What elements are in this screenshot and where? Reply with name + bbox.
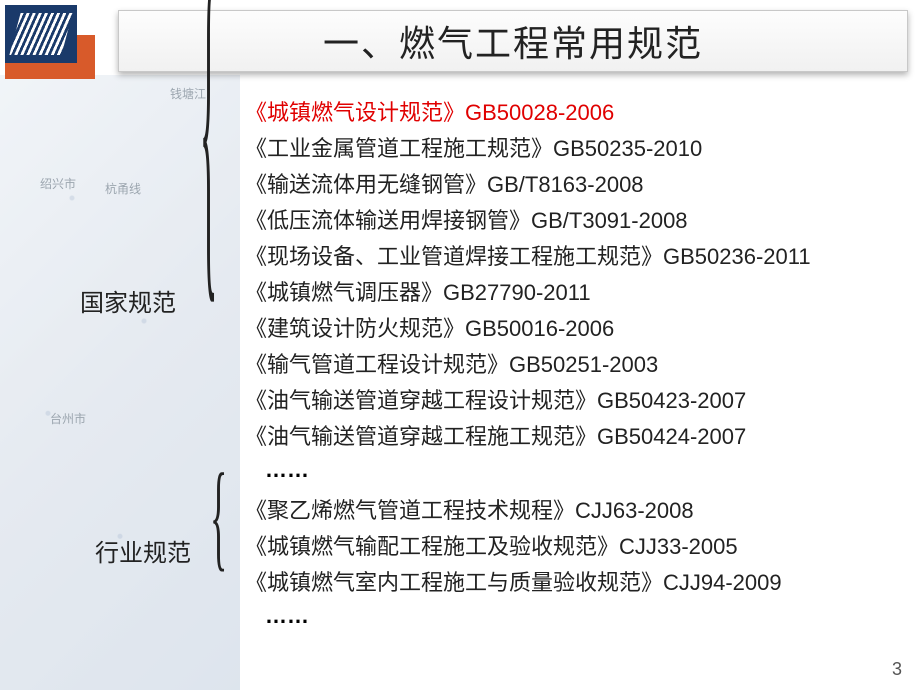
spec-item: 《城镇燃气调压器》GB27790-2011 (245, 275, 811, 311)
item-list-industry: 《聚乙烯燃气管道工程技术规程》CJJ63-2008 《城镇燃气输配工程施工及验收… (245, 493, 782, 631)
category-label-industry: 行业规范 (95, 533, 191, 568)
content-area: 国家规范 { 《城镇燃气设计规范》GB50028-2006 《工业金属管道工程施… (0, 95, 920, 631)
slide-title: 一、燃气工程常用规范 (323, 15, 703, 67)
spec-item: 《工业金属管道工程施工规范》GB50235-2010 (245, 131, 811, 167)
spec-item: 《油气输送管道穿越工程施工规范》GB50424-2007 (245, 419, 811, 455)
spec-item: 《输送流体用无缝钢管》GB/T8163-2008 (245, 167, 811, 203)
section-industry: 行业规范 { 《聚乙烯燃气管道工程技术规程》CJJ63-2008 《城镇燃气输配… (0, 493, 920, 631)
title-bar: 一、燃气工程常用规范 (118, 10, 908, 72)
ellipsis: …… (265, 601, 782, 631)
spec-item: 《输气管道工程设计规范》GB50251-2003 (245, 347, 811, 383)
spec-item: 《油气输送管道穿越工程设计规范》GB50423-2007 (245, 383, 811, 419)
spec-item: 《城镇燃气设计规范》GB50028-2006 (245, 95, 811, 131)
item-list-national: 《城镇燃气设计规范》GB50028-2006 《工业金属管道工程施工规范》GB5… (245, 95, 811, 485)
spec-item: 《城镇燃气输配工程施工及验收规范》CJJ33-2005 (245, 529, 782, 565)
spec-item: 《城镇燃气室内工程施工与质量验收规范》CJJ94-2009 (245, 565, 782, 601)
spec-item: 《现场设备、工业管道焊接工程施工规范》GB50236-2011 (245, 239, 811, 275)
ellipsis: …… (265, 455, 811, 485)
page-number: 3 (892, 659, 902, 680)
spec-item: 《建筑设计防火规范》GB50016-2006 (245, 311, 811, 347)
brace-icon: { (210, 448, 227, 586)
category-label-national: 国家规范 (80, 283, 176, 318)
spec-item: 《低压流体输送用焊接钢管》GB/T3091-2008 (245, 203, 811, 239)
spec-item: 《聚乙烯燃气管道工程技术规程》CJJ63-2008 (245, 493, 782, 529)
section-national: 国家规范 { 《城镇燃气设计规范》GB50028-2006 《工业金属管道工程施… (0, 95, 920, 485)
brace-icon: { (200, 0, 217, 346)
logo (5, 5, 95, 77)
